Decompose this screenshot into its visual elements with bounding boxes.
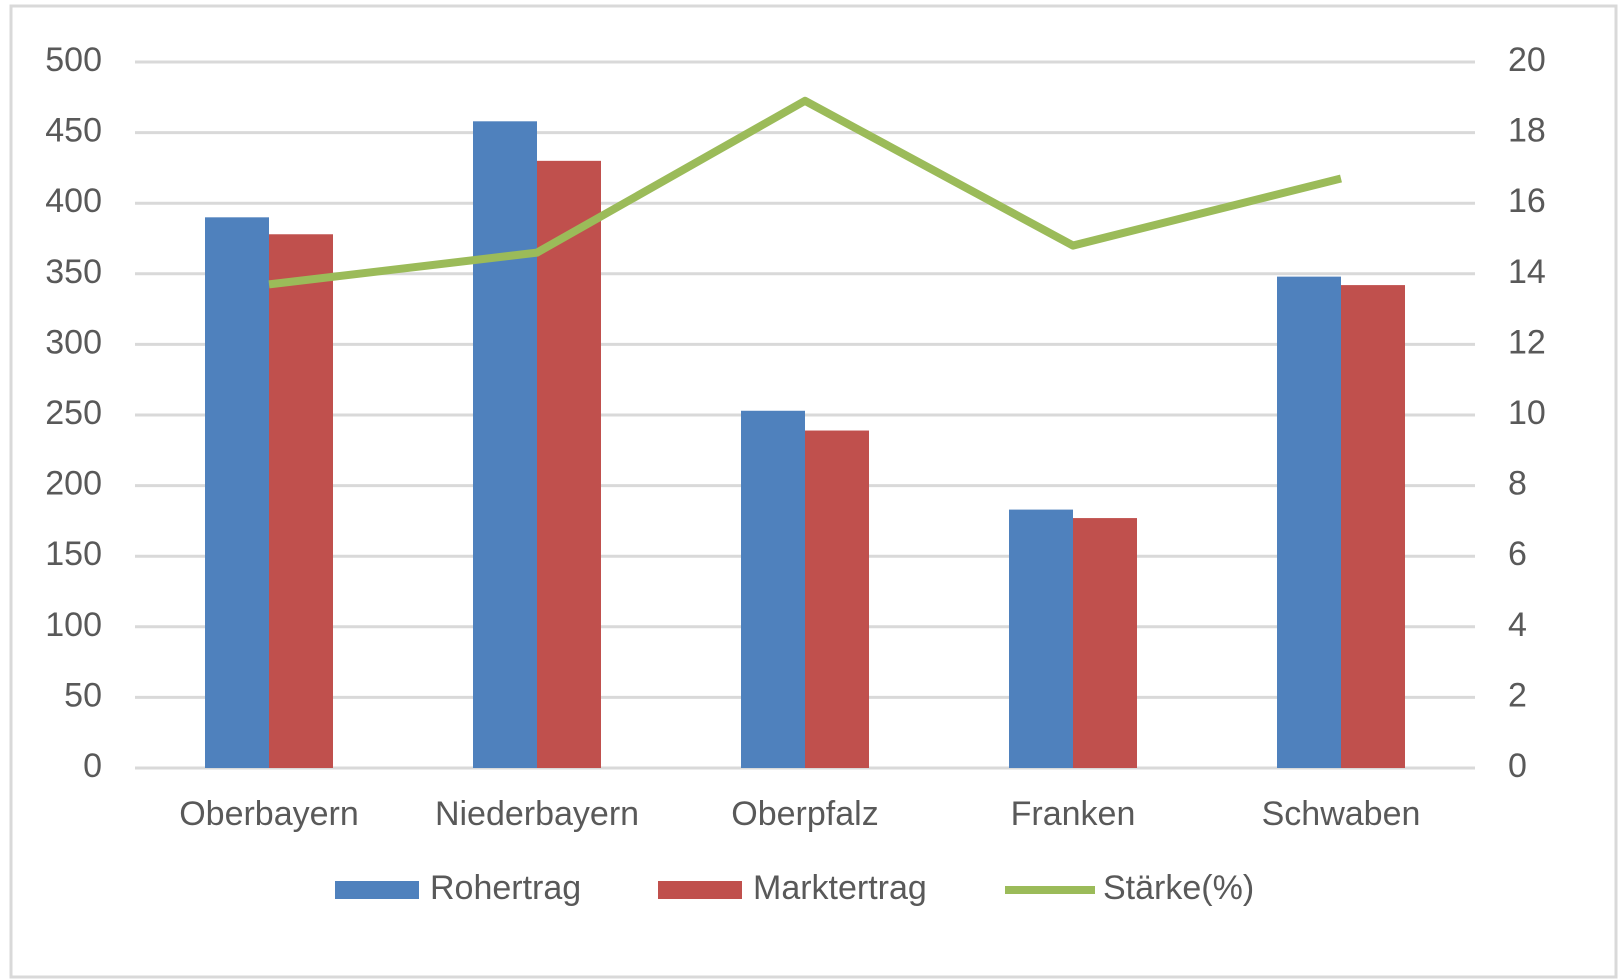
bar [1341,285,1405,768]
legend-swatch [658,881,742,899]
y2-tick-label: 16 [1508,182,1546,220]
legend-swatch [335,881,419,899]
x-tick-label: Oberpfalz [731,795,878,833]
bar [805,430,869,768]
y-tick-label: 450 [45,112,102,150]
bar [1073,518,1137,768]
bar [1277,276,1341,768]
bar [1009,509,1073,768]
bar [473,121,537,768]
y-tick-label: 400 [45,182,102,220]
y2-tick-label: 6 [1508,535,1527,573]
y2-tick-label: 10 [1508,394,1546,432]
x-tick-label: Schwaben [1262,795,1421,833]
line-series [268,96,1342,289]
y2-tick-label: 8 [1508,465,1527,503]
y-tick-label: 300 [45,323,102,361]
y2-tick-label: 0 [1508,747,1527,785]
legend-label: Stärke(%) [1103,869,1254,907]
y-tick-label: 500 [45,41,102,79]
y2-tick-label: 12 [1508,323,1546,361]
legend-label: Marktertrag [753,869,927,907]
y2-tick-label: 20 [1508,41,1546,79]
bar [205,217,269,768]
legend-label: Rohertrag [430,869,581,907]
y2-tick-label: 18 [1508,112,1546,150]
bar [269,234,333,768]
bar [537,160,601,769]
y2-tick-label: 2 [1508,676,1527,714]
bar [741,410,805,768]
y-tick-label: 50 [64,676,102,714]
y2-tick-label: 14 [1508,253,1546,291]
y-tick-label: 150 [45,535,102,573]
y-tick-label: 0 [83,747,102,785]
y2-tick-label: 4 [1508,606,1527,644]
x-tick-label: Franken [1011,795,1136,833]
x-tick-label: Niederbayern [435,795,639,833]
y-tick-label: 100 [45,606,102,644]
x-tick-label: Oberbayern [179,795,359,833]
y-tick-label: 250 [45,394,102,432]
y-tick-label: 350 [45,253,102,291]
y-tick-label: 200 [45,465,102,503]
